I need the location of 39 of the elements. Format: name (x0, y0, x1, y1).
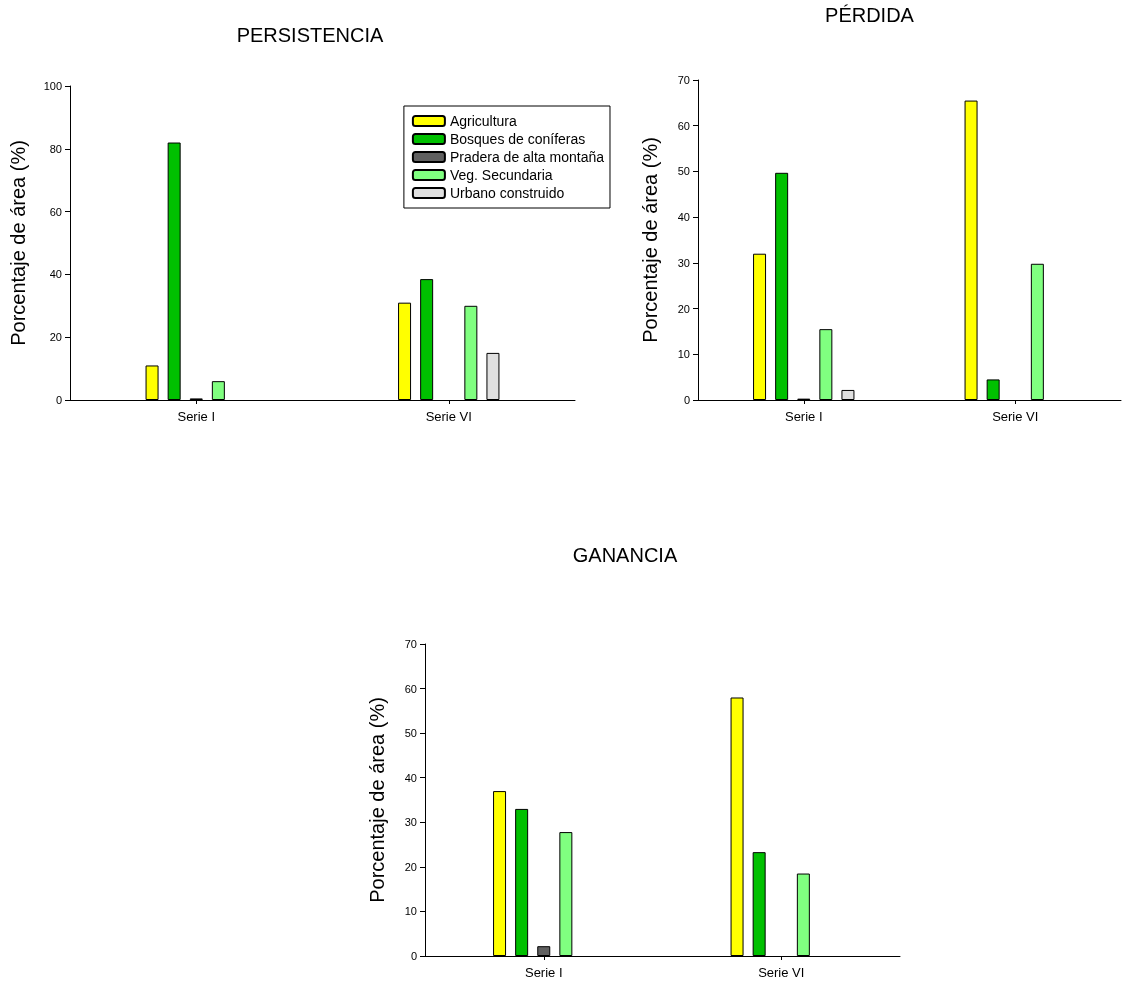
y-tick-label: 40 (677, 211, 690, 224)
x-tick-label: Serie I (524, 965, 563, 980)
y-tick-label: 20 (49, 331, 62, 344)
chart-title: PERSISTENCIA (236, 24, 385, 46)
chart-title: PÉRDIDA (825, 4, 915, 26)
y-axis-title: Porcentaje de área (%) (7, 140, 29, 346)
y-tick-label: 70 (677, 74, 690, 86)
y-tick-label: 60 (49, 205, 62, 218)
y-tick-label: 20 (404, 860, 417, 873)
y-tick-label: 60 (677, 119, 690, 132)
y-tick-label: 40 (49, 268, 62, 281)
y-tick-label: 50 (677, 165, 690, 178)
x-tick-label: Serie VI (425, 409, 472, 424)
y-tick-label: 60 (404, 682, 417, 695)
x-tick-label: Serie I (784, 409, 823, 424)
y-tick-label: 100 (43, 80, 62, 92)
y-tick-label: 0 (683, 394, 690, 406)
legend-label: Veg. Secundaria (449, 167, 553, 183)
y-tick-label: 30 (404, 816, 417, 829)
x-tick-label: Serie VI (992, 409, 1039, 424)
y-tick-label: 10 (404, 905, 417, 918)
y-tick-label: 20 (677, 302, 690, 315)
y-tick-label: 40 (404, 771, 417, 784)
y-tick-label: 0 (410, 950, 417, 962)
x-tick-label: Serie VI (758, 965, 805, 980)
y-axis-title: Porcentaje de área (%) (366, 697, 388, 903)
y-tick-label: 30 (677, 256, 690, 269)
legend-label: Agricultura (449, 113, 518, 129)
y-tick-label: 10 (677, 348, 690, 361)
legend-label: Bosques de coníferas (449, 131, 586, 147)
y-axis-title: Porcentaje de área (%) (639, 137, 661, 343)
y-tick-label: 0 (55, 394, 62, 406)
y-tick-label: 80 (49, 142, 62, 155)
x-tick-label: Serie I (177, 409, 216, 424)
y-tick-label: 50 (404, 727, 417, 740)
legend-label: Urbano construido (449, 185, 565, 201)
chart-title: GANANCIA (572, 544, 678, 566)
y-tick-label: 70 (404, 638, 417, 650)
legend-label: Pradera de alta montaña (449, 149, 605, 165)
